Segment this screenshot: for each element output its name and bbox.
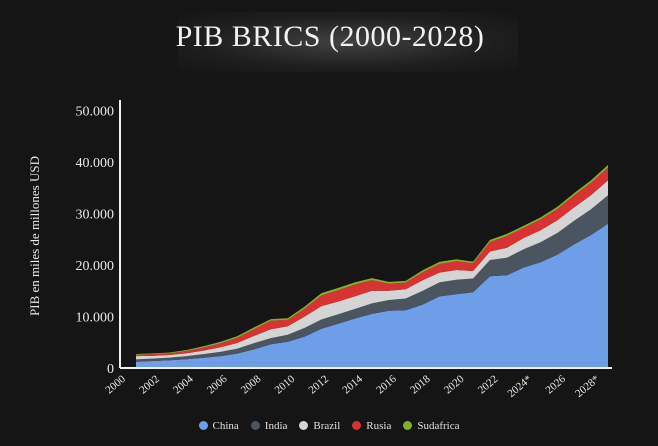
x-tick-label: 2006 <box>205 373 230 397</box>
area-china <box>136 223 608 368</box>
y-tick-label: 50.000 <box>76 104 115 119</box>
legend-swatch <box>403 421 413 430</box>
legend-item-india: India <box>250 420 288 432</box>
x-tick-label: 2024* <box>505 373 534 400</box>
legend-label: Rusia <box>366 420 392 432</box>
y-tick-label: 20.000 <box>76 259 115 274</box>
x-tick-labels: 2000 2002 2004 2006 2008 2010 2012 2014 2016 2018… <box>103 373 602 400</box>
x-tick-label: 2012 <box>307 373 332 396</box>
y-tick-label: 30.000 <box>76 207 115 222</box>
x-tick-label: 2010 <box>273 373 298 397</box>
axes-group <box>119 100 612 369</box>
legend-item-china: China <box>198 420 239 432</box>
legend-label: China <box>212 420 239 432</box>
y-tick-label: 40.000 <box>76 156 115 171</box>
x-tick-label: 2018 <box>408 373 433 397</box>
legend-swatch <box>198 421 208 430</box>
y-tick-labels: 0 10.000 20.000 30.000 40.000 50.000 <box>76 104 115 377</box>
legend-label: India <box>264 420 288 432</box>
x-tick-label: 2016 <box>374 373 399 397</box>
x-tick-label: 2004 <box>171 373 196 397</box>
legend-swatch <box>352 421 362 430</box>
area-series-group <box>136 164 608 368</box>
x-tick-label: 2008 <box>239 373 264 397</box>
x-tick-label: 2002 <box>137 373 162 396</box>
x-tick-label: 2014 <box>340 373 365 397</box>
y-tick-label: 10.000 <box>76 310 115 325</box>
legend: China India Brazil Rusia Sudafrica <box>0 420 658 432</box>
legend-item-rusia: Rusia <box>352 420 391 432</box>
x-tick-label: 2022 <box>476 373 501 396</box>
chart-title: PIB BRICS (2000-2028) <box>175 20 485 53</box>
legend-item-sudafrica: Sudafrica <box>403 420 460 432</box>
legend-swatch <box>299 421 309 430</box>
legend-label: Brazil <box>313 420 341 432</box>
legend-label: Sudafrica <box>417 420 460 432</box>
legend-item-brazil: Brazil <box>299 420 340 432</box>
x-tick-label: 2028* <box>573 373 602 400</box>
x-tick-label: 2026 <box>544 373 569 397</box>
x-tick-label: 2020 <box>442 373 467 397</box>
y-tick-label: 0 <box>107 362 114 377</box>
title-background <box>178 12 518 72</box>
legend-swatch <box>250 421 260 430</box>
